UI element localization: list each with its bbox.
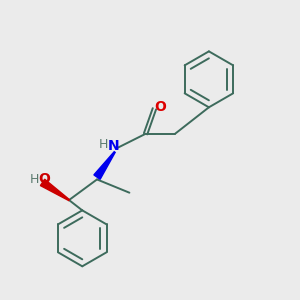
Polygon shape — [94, 152, 115, 179]
Text: N: N — [107, 139, 119, 153]
Text: O: O — [154, 100, 166, 114]
Text: H: H — [99, 139, 109, 152]
Polygon shape — [40, 179, 69, 200]
Text: H: H — [30, 173, 39, 186]
Text: O: O — [38, 172, 50, 186]
